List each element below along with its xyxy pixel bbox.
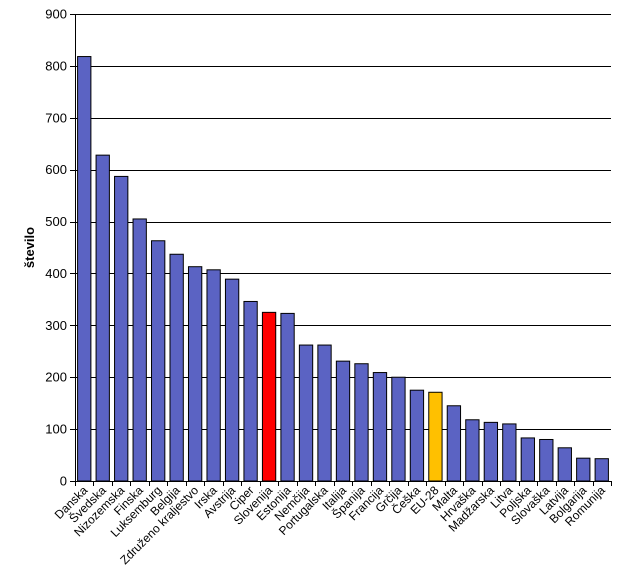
bar-ciper xyxy=(243,300,258,482)
y-tick-label: 500 xyxy=(45,214,67,229)
x-category-labels: DanskaŠvedskaNizozemskaFinskaLuksemburgB… xyxy=(52,482,608,567)
y-tick-label: 900 xyxy=(45,7,67,22)
bar-mad-arska xyxy=(483,421,499,482)
bar-irska xyxy=(206,269,221,482)
y-tick-label: 800 xyxy=(45,58,67,73)
y-axis-label: število xyxy=(22,227,37,268)
bar-finska xyxy=(132,218,147,482)
bar-litva xyxy=(502,423,517,482)
axes xyxy=(70,14,612,486)
y-tick-label: 100 xyxy=(45,422,67,437)
y-tick-label: 300 xyxy=(45,318,67,333)
bar-slova-ka xyxy=(539,438,554,482)
y-tick-label: 700 xyxy=(45,110,67,125)
bar-zdru-eno-kraljestvo xyxy=(187,266,203,482)
bar--vedska xyxy=(95,154,110,482)
y-tick-label: 200 xyxy=(45,370,67,385)
bar-eu-28 xyxy=(428,391,443,482)
bar-luksemburg xyxy=(151,240,166,482)
y-tick-labels: 0 100 200 300 400 500 600 700 800 900 xyxy=(45,7,67,489)
bar-romunija xyxy=(594,458,609,482)
bars xyxy=(77,56,609,482)
y-tick-label: 400 xyxy=(45,266,67,281)
bar-slovenija xyxy=(261,311,277,482)
bar-portugalska xyxy=(317,344,332,482)
bar-hrva-ka xyxy=(465,419,480,482)
bar-francija xyxy=(372,372,388,482)
bar-latvija xyxy=(557,447,572,482)
bar-malta xyxy=(446,405,462,482)
y-tick-label: 600 xyxy=(45,162,67,177)
bar-estonija xyxy=(280,312,295,482)
bar-nizozemska xyxy=(114,175,129,482)
bar-danska xyxy=(77,56,92,482)
bar-italija xyxy=(335,360,351,482)
bar-belgija xyxy=(169,253,184,482)
y-tick-label: 0 xyxy=(60,474,67,489)
bar-poljska xyxy=(520,437,535,482)
bar--panija xyxy=(354,363,369,482)
bar--e-ka xyxy=(409,389,425,482)
bar-avstrija xyxy=(224,278,240,482)
bar-gr-ija xyxy=(391,376,406,482)
bar-nem-ija xyxy=(298,344,314,482)
bar-bolgarija xyxy=(576,457,591,482)
